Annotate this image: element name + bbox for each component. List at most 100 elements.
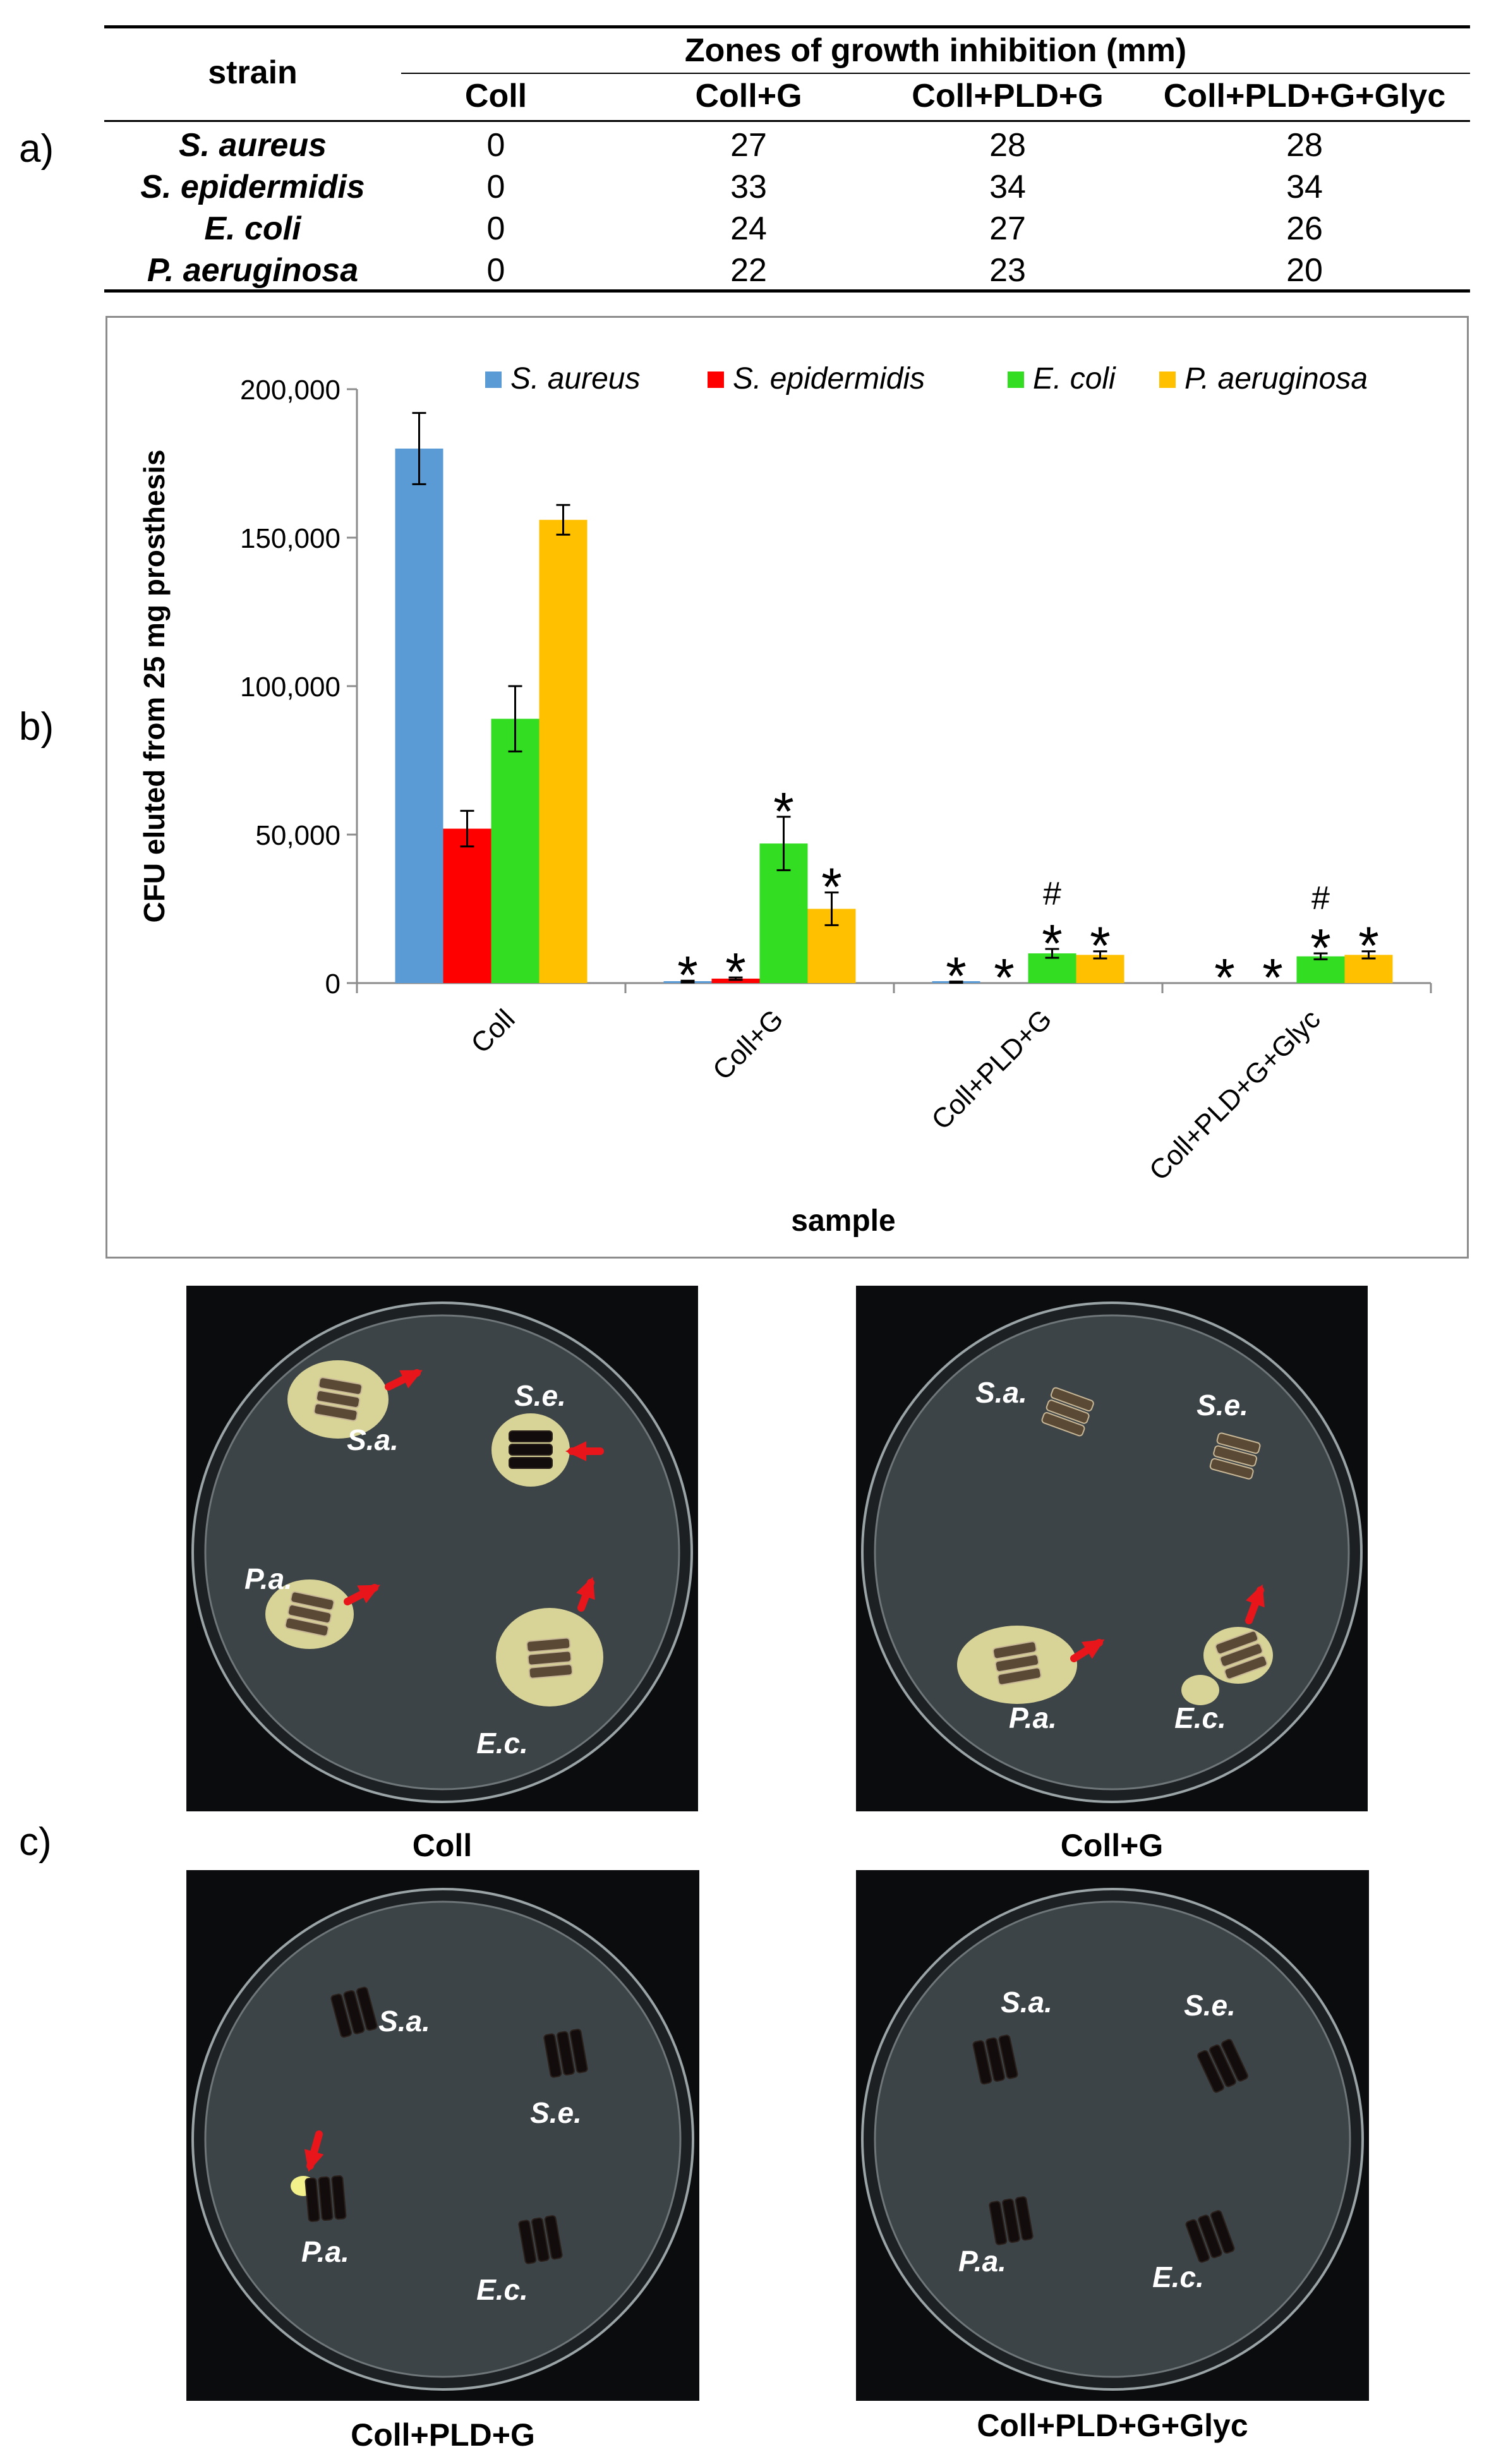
sample-ring [972, 2040, 992, 2085]
strain-tag: E.c. [476, 1727, 528, 1760]
row-strain: S. aureus [178, 127, 327, 164]
significance-star: * [1042, 914, 1063, 973]
row-value: 34 [1286, 169, 1323, 205]
row-strain: E. coli [204, 210, 301, 247]
plate-coll: S.a. S.e. P.a. E.c. [186, 1286, 698, 1811]
legend-swatch [1008, 371, 1024, 388]
significance-hash: # [1043, 876, 1061, 912]
plate-label-coll-pld-g-glyc: Coll+PLD+G+Glyc [977, 2408, 1248, 2443]
sample-ring [992, 1641, 1037, 1660]
row-strain: S. epidermidis [140, 169, 365, 205]
bar [395, 449, 443, 983]
sample-ring [986, 2037, 1005, 2082]
sample-ring [1224, 1655, 1268, 1680]
sample-ring [315, 1390, 361, 1408]
bar [443, 828, 491, 983]
bar [1296, 956, 1345, 983]
prosthesis-sample [284, 1591, 335, 1637]
row-value: 34 [989, 169, 1026, 205]
bar [711, 978, 760, 983]
agar-surface [874, 1900, 1351, 2378]
prosthesis-sample [543, 2029, 588, 2078]
y-tick-label: 200,000 [240, 375, 341, 406]
y-tick-label: 50,000 [255, 820, 341, 851]
sample-ring [1221, 2039, 1248, 2082]
row-value: 27 [989, 210, 1026, 247]
legend-label: E. coli [1033, 362, 1116, 396]
prosthesis-sample [330, 1986, 378, 2038]
sample-ring [518, 2219, 537, 2264]
red-arrow-head [357, 1585, 380, 1603]
prosthesis-sample [1197, 2039, 1248, 2093]
x-tick-label: Coll+PLD+G+Glyc [1143, 1003, 1327, 1187]
red-arrow-head [576, 1576, 595, 1600]
agar-surface [874, 1314, 1350, 1791]
col-header-coll-pld-g: Coll+PLD+G [912, 78, 1104, 114]
sample-ring [569, 2029, 588, 2074]
strain-tag: S.a. [975, 1376, 1027, 1409]
legend-swatch [708, 371, 724, 388]
red-arrow-head [399, 1370, 423, 1389]
strain-tag: S.a. [347, 1423, 399, 1456]
sample-ring [313, 1403, 358, 1422]
sample-ring [1209, 2044, 1236, 2087]
sample-ring [528, 1664, 573, 1679]
strain-tag: S.a. [1001, 1986, 1052, 2019]
row-value: 26 [1286, 210, 1323, 247]
sample-ring [1185, 2219, 1210, 2263]
row-value: 22 [730, 252, 767, 289]
row-value: 33 [730, 169, 767, 205]
plate-coll-g: S.a. S.e. P.a. E.c. [856, 1286, 1368, 1811]
y-tick-label: 150,000 [240, 523, 341, 554]
sample-ring [287, 1604, 332, 1624]
significance-star: * [994, 948, 1015, 1007]
sample-ring [509, 1444, 553, 1456]
sample-ring [318, 1377, 363, 1396]
plate-label-coll: Coll [412, 1828, 473, 1863]
significance-star: * [1358, 916, 1379, 975]
sample-ring [557, 2031, 575, 2076]
row-strain: P. aeruginosa [147, 252, 359, 289]
sample-ring [526, 1637, 571, 1653]
plate-label-coll-pld-g: Coll+PLD+G [351, 2417, 535, 2453]
bar [491, 718, 540, 983]
plate-coll-pld-g: S.a. S.e. P.a. E.c. [186, 1870, 699, 2401]
prosthesis-sample [1215, 1630, 1268, 1680]
y-tick-label: 0 [325, 969, 341, 999]
strain-tag: S.e. [514, 1379, 566, 1412]
red-arrow-head [1082, 1639, 1105, 1659]
strain-tag: S.a. [378, 2005, 430, 2038]
prosthesis-sample [992, 1641, 1042, 1686]
agar-surface [204, 1900, 682, 2378]
table-header-rule [104, 120, 1470, 122]
sample-ring [318, 2176, 334, 2221]
row-value: 24 [730, 210, 767, 247]
prosthesis-sample [989, 2196, 1034, 2245]
panel-label-c: c) [19, 1820, 52, 1864]
plate-coll-pld-g-glyc: S.a. S.e. P.a. E.c. [856, 1870, 1369, 2401]
sample-ring [1198, 2214, 1222, 2259]
sample-ring [509, 1430, 553, 1442]
strain-tag: S.e. [1184, 1989, 1236, 2022]
row-value: 0 [486, 210, 505, 247]
legend-swatch [485, 371, 502, 388]
row-value: 0 [486, 127, 505, 164]
sample-ring [304, 2177, 320, 2222]
sample-ring [543, 2033, 562, 2078]
col-header-coll-g: Coll+G [695, 78, 802, 114]
prosthesis-sample [1209, 1432, 1261, 1480]
legend-label: S. epidermidis [733, 362, 925, 396]
significance-hash: # [1311, 880, 1330, 917]
prosthesis-sample [1041, 1387, 1094, 1437]
y-axis-title: CFU eluted from 25 mg prosthesis [138, 450, 171, 923]
legend-label: S. aureus [510, 362, 640, 396]
sample-ring [1050, 1387, 1094, 1412]
row-value: 23 [989, 252, 1026, 289]
panel-label-b: b) [19, 705, 54, 749]
significance-star: * [1310, 918, 1331, 977]
sample-ring [343, 1990, 365, 2034]
significance-star: * [946, 946, 967, 1006]
row-value: 28 [989, 127, 1026, 164]
sample-ring [330, 1993, 353, 2038]
